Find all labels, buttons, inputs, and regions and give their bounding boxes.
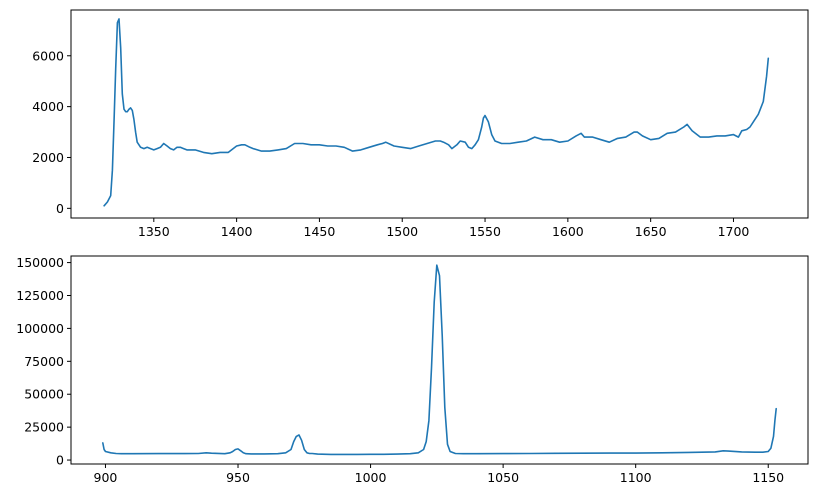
y-tick-label: 150000 [16, 255, 64, 270]
x-tick-label: 1350 [138, 224, 170, 239]
x-tick-label: 1650 [635, 224, 667, 239]
bottom-spectrum-chart: 900 950 1000 1050 1100 1150 0 25000 50000 75000 10… [16, 255, 809, 485]
x-tick-label: 1400 [221, 224, 253, 239]
series-line [102, 264, 777, 456]
y-tick-label: 125000 [16, 288, 64, 303]
y-tick-label: 0 [56, 453, 64, 468]
x-tick-label: 1050 [487, 470, 519, 485]
x-tick-label: 1000 [355, 470, 387, 485]
x-tick-label: 950 [226, 470, 250, 485]
y-tick-label: 75000 [24, 354, 64, 369]
y-tick-label: 100000 [16, 321, 64, 336]
y-tick-label: 25000 [24, 420, 64, 435]
y-tick-label: 2000 [32, 150, 64, 165]
x-tick-label: 1150 [752, 470, 784, 485]
x-tick-label: 1100 [620, 470, 652, 485]
x-tick-label: 1600 [552, 224, 584, 239]
y-tick-label: 0 [56, 201, 64, 216]
x-tick-label: 900 [94, 470, 118, 485]
y-tick-label: 6000 [32, 48, 64, 63]
x-tick-label: 1700 [718, 224, 750, 239]
axes-frame [70, 255, 809, 465]
x-tick-label: 1450 [304, 224, 336, 239]
x-tick-label: 1500 [386, 224, 418, 239]
y-tick-label: 4000 [32, 99, 64, 114]
series-line [103, 18, 770, 207]
x-tick-label: 1550 [469, 224, 501, 239]
y-tick-label: 50000 [24, 387, 64, 402]
top-spectrum-chart: 1350 1400 1450 1500 1550 1600 1650 1700 0 2000 400… [32, 9, 809, 239]
axes-frame [70, 9, 809, 219]
